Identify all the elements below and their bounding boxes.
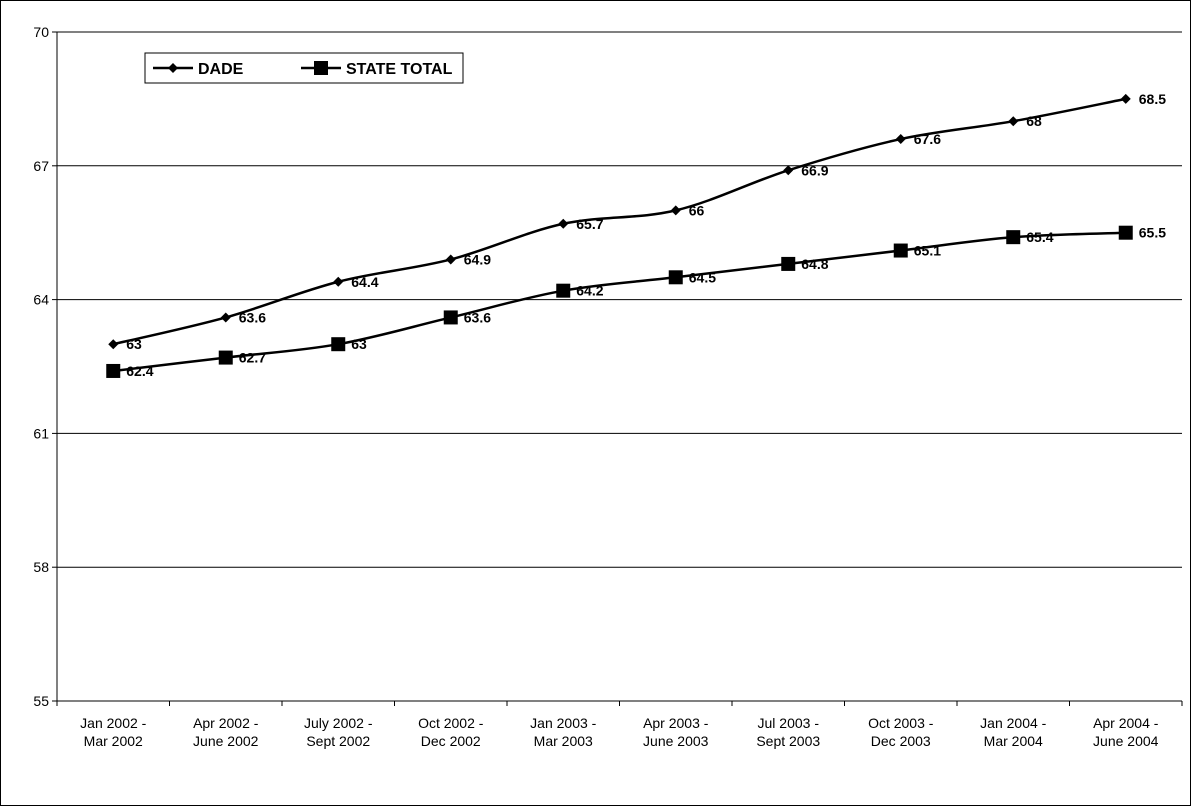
point-state-total-0 xyxy=(106,363,121,378)
point-state-total-6 xyxy=(781,256,796,271)
data-label-state-total-3: 63.6 xyxy=(464,309,491,325)
data-label-dade-8: 68 xyxy=(1026,113,1042,129)
legend-label-state-total: STATE TOTAL xyxy=(346,61,453,78)
y-tick-label-1: 58 xyxy=(33,559,49,575)
y-tick-label-5: 70 xyxy=(33,24,49,40)
point-dade-0 xyxy=(108,339,119,350)
data-label-dade-1: 63.6 xyxy=(239,309,266,325)
point-dade-2 xyxy=(333,276,344,287)
y-tick-label-0: 55 xyxy=(33,693,49,709)
data-label-dade-4: 65.7 xyxy=(576,216,603,232)
y-tick-label-3: 64 xyxy=(33,292,49,308)
legend-marker-dade xyxy=(168,63,178,73)
x-tick-label-8: Jan 2004 -Mar 2004 xyxy=(980,715,1046,749)
point-state-total-1 xyxy=(218,350,233,365)
data-label-dade-7: 67.6 xyxy=(914,131,941,147)
series-dade: 63 63.6 64.4 64.9 65.7 66 66.9 67.6 68 68.5 xyxy=(108,91,1166,352)
point-dade-3 xyxy=(445,254,456,265)
point-state-total-8 xyxy=(1006,230,1021,245)
series-group: 6363.664.464.965.76666.967.66868.562.462… xyxy=(106,91,1166,379)
point-dade-4 xyxy=(558,218,569,229)
x-tick-label-6: Jul 2003 -Sept 2003 xyxy=(756,715,820,749)
point-state-total-3 xyxy=(443,310,458,325)
x-tick-label-4: Jan 2003 -Mar 2003 xyxy=(530,715,596,749)
x-tick-label-7: Oct 2003 -Dec 2003 xyxy=(868,715,934,749)
data-label-state-total-0: 62.4 xyxy=(126,363,153,379)
point-dade-5 xyxy=(670,205,681,216)
point-dade-7 xyxy=(895,134,906,145)
data-label-state-total-9: 65.5 xyxy=(1139,225,1166,241)
x-tick-label-2: July 2002 -Sept 2002 xyxy=(304,715,373,749)
data-label-state-total-1: 62.7 xyxy=(239,350,266,366)
point-dade-9 xyxy=(1120,93,1131,104)
series-line-state-total xyxy=(113,231,1126,373)
series-state-total: 62.4 62.7 63 63.6 64.2 64.5 64.8 65.1 65.4 65.5 xyxy=(106,225,1166,379)
data-label-dade-6: 66.9 xyxy=(801,162,828,178)
point-dade-8 xyxy=(1008,116,1019,127)
data-label-state-total-2: 63 xyxy=(351,336,367,352)
point-dade-1 xyxy=(220,312,231,323)
point-dade-6 xyxy=(783,165,794,176)
series-line-dade xyxy=(112,97,1126,346)
x-tick-label-3: Oct 2002 -Dec 2002 xyxy=(418,715,484,749)
x-tick-label-9: Apr 2004 -June 2004 xyxy=(1093,715,1159,749)
point-state-total-7 xyxy=(893,243,908,258)
gridlines xyxy=(57,31,1182,568)
data-label-dade-2: 64.4 xyxy=(351,274,378,290)
data-label-dade-9: 68.5 xyxy=(1139,91,1166,107)
x-tick-label-5: Apr 2003 -June 2003 xyxy=(643,715,709,749)
point-state-total-2 xyxy=(331,337,346,352)
data-label-dade-5: 66 xyxy=(689,202,705,218)
axes xyxy=(56,32,1182,702)
data-label-state-total-7: 65.1 xyxy=(914,243,941,259)
legend-label-dade: DADE xyxy=(198,61,244,78)
x-axis-ticks: Jan 2002 -Mar 2002 Apr 2002 -June 2002 Jul… xyxy=(56,701,1183,749)
data-label-state-total-8: 65.4 xyxy=(1026,229,1053,245)
y-tick-label-4: 67 xyxy=(33,158,49,174)
data-label-dade-3: 64.9 xyxy=(464,251,491,267)
y-axis-ticks: 55 58 61 64 67 70 xyxy=(33,24,57,709)
x-tick-label-0: Jan 2002 -Mar 2002 xyxy=(80,715,146,749)
point-state-total-5 xyxy=(668,270,683,285)
legend: DADE STATE TOTAL xyxy=(144,52,464,84)
y-tick-label-2: 61 xyxy=(33,425,49,441)
x-tick-label-1: Apr 2002 -June 2002 xyxy=(193,715,259,749)
point-state-total-4 xyxy=(556,283,571,298)
data-label-state-total-4: 64.2 xyxy=(576,283,603,299)
data-label-dade-0: 63 xyxy=(126,336,142,352)
data-label-state-total-6: 64.8 xyxy=(801,256,828,272)
legend-marker-state-total xyxy=(314,61,328,75)
point-state-total-9 xyxy=(1118,225,1133,240)
data-label-state-total-5: 64.5 xyxy=(689,269,716,285)
